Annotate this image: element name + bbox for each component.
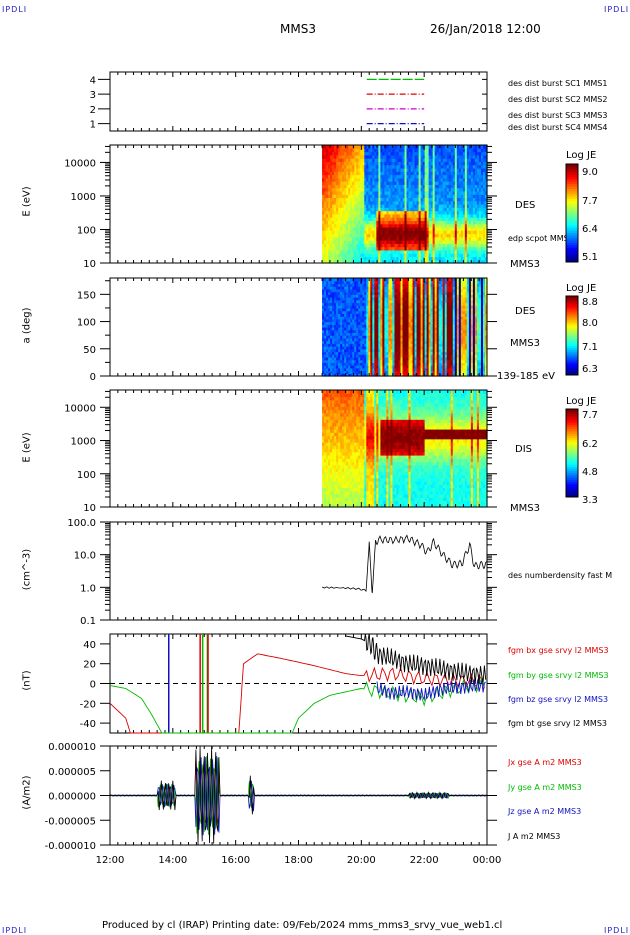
des-energy-ytick-label: 10000 bbox=[64, 158, 96, 169]
des-energy-ytick-label: 1000 bbox=[71, 192, 96, 203]
burst-ytick-label: 2 bbox=[90, 105, 96, 116]
burst-ytick-label: 4 bbox=[90, 75, 96, 86]
burst-panel-frame bbox=[110, 72, 487, 131]
des-energy-cells bbox=[322, 145, 488, 264]
des-pitch-cells bbox=[322, 278, 488, 377]
des-energy-ytick-label: 10 bbox=[83, 259, 96, 270]
des-energy-ytick-label: 100 bbox=[77, 225, 96, 236]
burst-ytick-label: 1 bbox=[90, 120, 96, 131]
burst-ytick-label: 3 bbox=[90, 90, 96, 101]
